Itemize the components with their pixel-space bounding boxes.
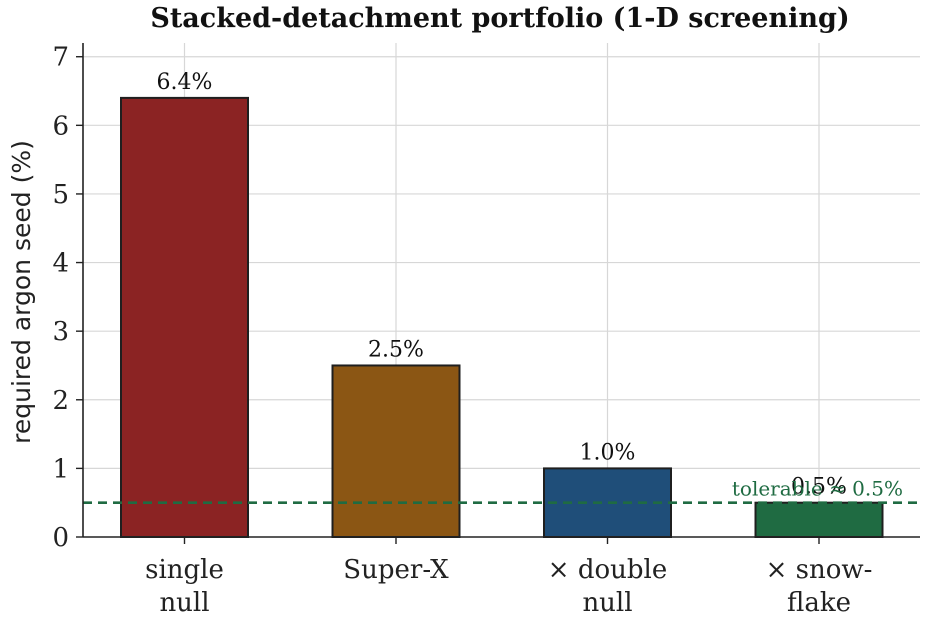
x-tick-label-line: null bbox=[582, 588, 632, 618]
y-tick-label: 1 bbox=[52, 454, 69, 484]
x-tick-label-line: null bbox=[159, 588, 209, 618]
x-tick-label-line: single bbox=[145, 555, 224, 585]
y-tick-label: 0 bbox=[52, 523, 69, 553]
y-tick-label: 3 bbox=[52, 317, 69, 347]
x-tick-label: single null bbox=[145, 555, 224, 618]
bar bbox=[120, 96, 249, 538]
y-axis-label: required argon seed (%) bbox=[7, 140, 36, 444]
x-tick-label: × double null bbox=[548, 555, 667, 618]
y-tick-label: 7 bbox=[52, 43, 69, 73]
bars: 6.4% 2.5% 1.0% 0.5% bbox=[120, 70, 884, 539]
bar bbox=[754, 501, 884, 539]
bar-value-label: 0.5% bbox=[791, 475, 847, 500]
y-tick-label: 4 bbox=[52, 249, 69, 279]
x-tick-label: × snow-flake bbox=[766, 555, 873, 618]
threshold-label: tolerable ≈ 0.5% bbox=[732, 477, 903, 501]
x-tick-label-line: × double bbox=[548, 555, 667, 585]
x-tick-label: Super-X bbox=[343, 555, 449, 585]
bar bbox=[331, 364, 461, 538]
axes bbox=[82, 43, 920, 538]
x-tick-label-line: flake bbox=[787, 588, 851, 618]
y-tick-label: 6 bbox=[52, 111, 69, 141]
y-axis-ticks: 0 1 2 3 4 5 6 7 bbox=[52, 43, 83, 553]
bar-value-label: 6.4% bbox=[157, 70, 213, 95]
y-tick-label: 5 bbox=[52, 180, 69, 210]
bar-value-label: 2.5% bbox=[368, 337, 424, 362]
y-tick-label: 2 bbox=[52, 386, 69, 416]
chart-title: Stacked-detachment portfolio (1-D screen… bbox=[150, 3, 849, 34]
x-tick-label-line: × snow- bbox=[766, 555, 873, 585]
bar-value-label: 1.0% bbox=[580, 440, 636, 465]
threshold: tolerable ≈ 0.5% bbox=[83, 477, 920, 504]
x-tick-label-line: Super-X bbox=[343, 555, 449, 585]
